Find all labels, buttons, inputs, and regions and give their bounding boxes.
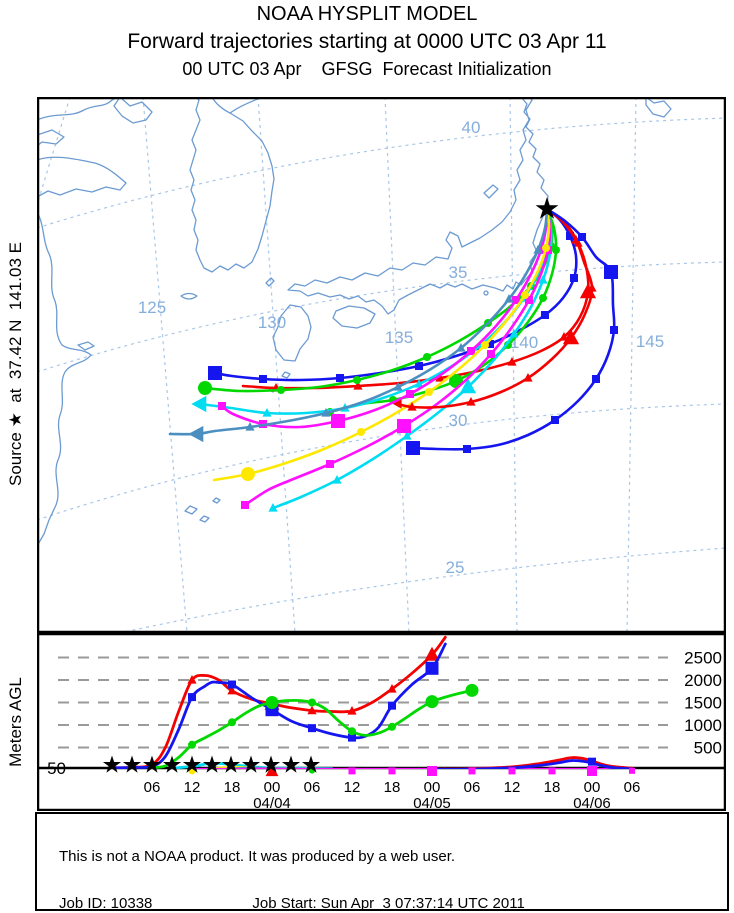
svg-text:30: 30 (449, 411, 468, 430)
svg-text:06: 06 (624, 779, 641, 796)
info-job: Job ID: 10338 Job Start: Sun Apr 3 07:37… (59, 894, 525, 912)
start-stars (102, 755, 321, 773)
height-panel-border (37, 633, 726, 811)
time-axis-labels: 06 12 18 00 06 12 18 00 06 12 18 00 06 04/04 04/05 04/0… (144, 779, 641, 811)
svg-text:12: 12 (504, 779, 521, 796)
map-trajectories (168, 207, 618, 512)
svg-text:04/06: 04/06 (573, 795, 611, 811)
meters-agl-label: Meters AGL (6, 677, 25, 767)
job-info-box: This is not a NOAA product. It was produ… (35, 812, 729, 911)
svg-text:18: 18 (224, 779, 241, 796)
svg-text:35: 35 (449, 263, 468, 282)
traj-cyan-south (271, 207, 553, 510)
svg-text:06: 06 (144, 779, 161, 796)
subtitle-initialization: 00 UTC 03 Apr GFSG Forecast Initializati… (182, 59, 552, 79)
height-gridlines (58, 656, 668, 749)
svg-text:12: 12 (344, 779, 361, 796)
traj-magenta-south (243, 207, 552, 507)
svg-text:06: 06 (464, 779, 481, 796)
map-border (37, 97, 726, 633)
graticule-labels: 40 35 30 25 125 130 135 140 145 (138, 118, 664, 577)
svg-text:12: 12 (184, 779, 201, 796)
svg-text:130: 130 (258, 313, 286, 332)
svg-text:140: 140 (510, 333, 538, 352)
svg-text:1000: 1000 (684, 716, 722, 735)
svg-text:500: 500 (694, 739, 722, 758)
traj-steelblue (168, 207, 549, 436)
svg-text:00: 00 (424, 779, 441, 796)
traj-yellow (212, 207, 551, 482)
traj-magenta-west (220, 207, 549, 429)
svg-text:06: 06 (304, 779, 321, 796)
source-star-icon (535, 197, 559, 219)
height-curves (110, 635, 634, 769)
traj-green-west (203, 207, 554, 393)
svg-text:18: 18 (384, 779, 401, 796)
svg-text:135: 135 (385, 328, 413, 347)
trajectory-map: 40 35 30 25 125 130 135 140 145 (37, 97, 726, 633)
source-coordinates-label: Source ★ at 37.42 N 141.03 E (6, 242, 25, 486)
svg-text:40: 40 (462, 118, 481, 137)
traj-blue-loop (411, 207, 616, 451)
height-blue-late (430, 759, 634, 769)
subtitle-trajectories: Forward trajectories starting at 0000 UT… (127, 30, 607, 53)
svg-text:125: 125 (138, 298, 166, 317)
map-graticule (37, 97, 726, 633)
page-title: NOAA HYSPLIT MODEL (256, 3, 478, 25)
svg-text:2500: 2500 (684, 649, 722, 668)
traj-cyan-west (198, 207, 551, 415)
svg-text:145: 145 (636, 332, 664, 351)
traj-red-loop (396, 207, 594, 409)
svg-text:00: 00 (584, 779, 601, 796)
svg-text:2000: 2000 (684, 671, 722, 690)
svg-text:04/04: 04/04 (253, 795, 291, 811)
svg-text:18: 18 (544, 779, 561, 796)
svg-text:1500: 1500 (684, 694, 722, 713)
svg-text:25: 25 (446, 558, 465, 577)
surface-markers (188, 764, 635, 777)
svg-text:04/05: 04/05 (413, 795, 451, 811)
svg-text:00: 00 (264, 779, 281, 796)
info-disclaimer: This is not a NOAA product. It was produ… (59, 847, 456, 865)
